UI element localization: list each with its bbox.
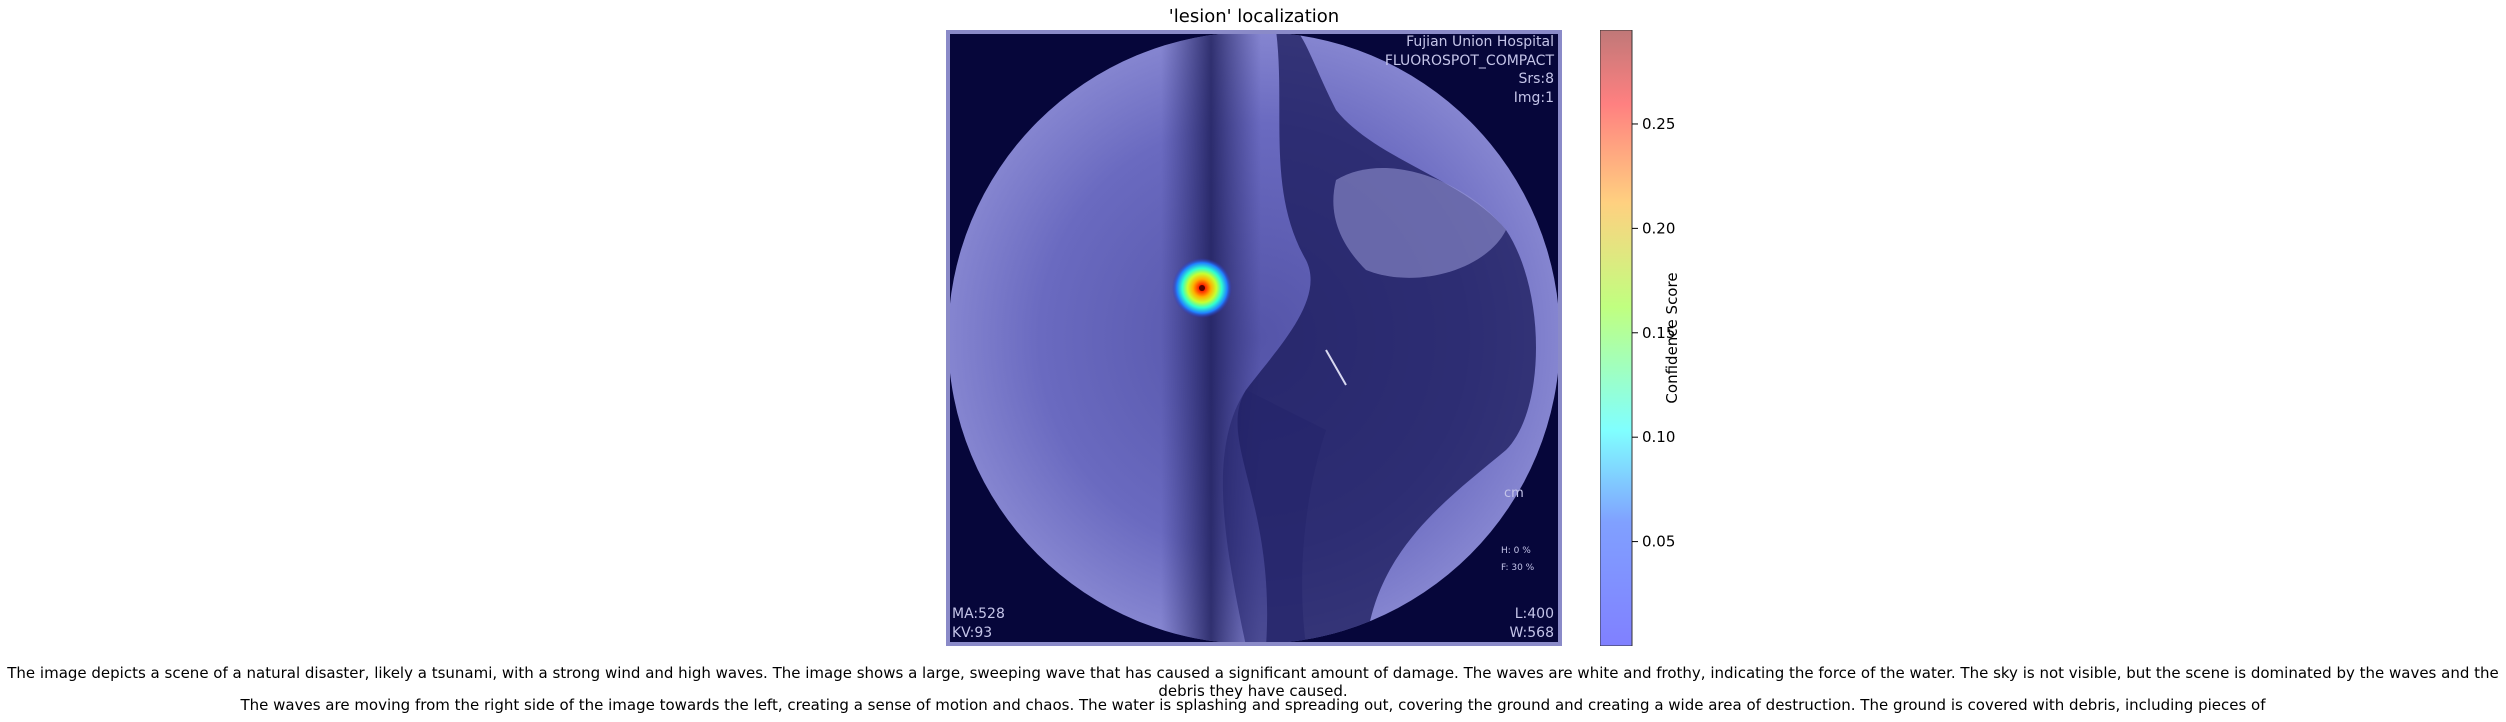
- panel-frame: [946, 30, 1562, 646]
- colorbar-tick-label: 0.25: [1642, 115, 1675, 133]
- series-number: Srs:8: [1518, 71, 1554, 87]
- colorbar-tick-label: 0.10: [1642, 428, 1675, 446]
- overlay-text-right-side: cm H: 0 % F: 30 %: [1501, 486, 1535, 573]
- peak-center-marker: [1199, 285, 1205, 291]
- hospital-name: Fujian Union Hospital: [1406, 34, 1554, 50]
- device-name: FLUOROSPOT_COMPACT: [1385, 53, 1555, 69]
- overlay-text-top-right: Fujian Union Hospital FLUOROSPOT_COMPACT…: [1385, 34, 1555, 106]
- colorbar: 0.05 0.10 0.15 0.20 0.25: [1600, 30, 1675, 646]
- caption-line-2: The waves are moving from the right side…: [240, 696, 2266, 714]
- level-value: L:400: [1515, 606, 1554, 622]
- overlay-text-bottom-left: MA:528 KV:93: [952, 606, 1005, 641]
- scale-unit: cm: [1504, 486, 1524, 501]
- caption-line-1: The image depicts a scene of a natural d…: [7, 664, 2499, 700]
- f-value: F: 30 %: [1501, 563, 1535, 573]
- colorbar-label: Confidence Score: [1663, 272, 1681, 404]
- overlay-text-bottom-right: L:400 W:568: [1510, 606, 1554, 641]
- colorbar-gradient: [1600, 30, 1633, 646]
- heatmap-panel: Fujian Union Hospital FLUOROSPOT_COMPACT…: [946, 30, 1562, 646]
- h-value: H: 0 %: [1501, 546, 1531, 556]
- chart-title: 'lesion' localization: [1168, 6, 1340, 27]
- colorbar-tick-label: 0.15: [1642, 324, 1675, 342]
- ma-value: MA:528: [952, 606, 1005, 622]
- colorbar-tick-label: 0.05: [1642, 533, 1675, 551]
- image-number: Img:1: [1514, 90, 1554, 106]
- anatomy-shading: [1161, 32, 1536, 644]
- window-value: W:568: [1510, 625, 1554, 641]
- colorbar-ticks: 0.05 0.10 0.15 0.20 0.25: [1632, 115, 1675, 551]
- colorbar-tick-label: 0.20: [1642, 219, 1675, 237]
- kv-value: KV:93: [952, 625, 992, 641]
- marker-arrow: [1325, 349, 1347, 386]
